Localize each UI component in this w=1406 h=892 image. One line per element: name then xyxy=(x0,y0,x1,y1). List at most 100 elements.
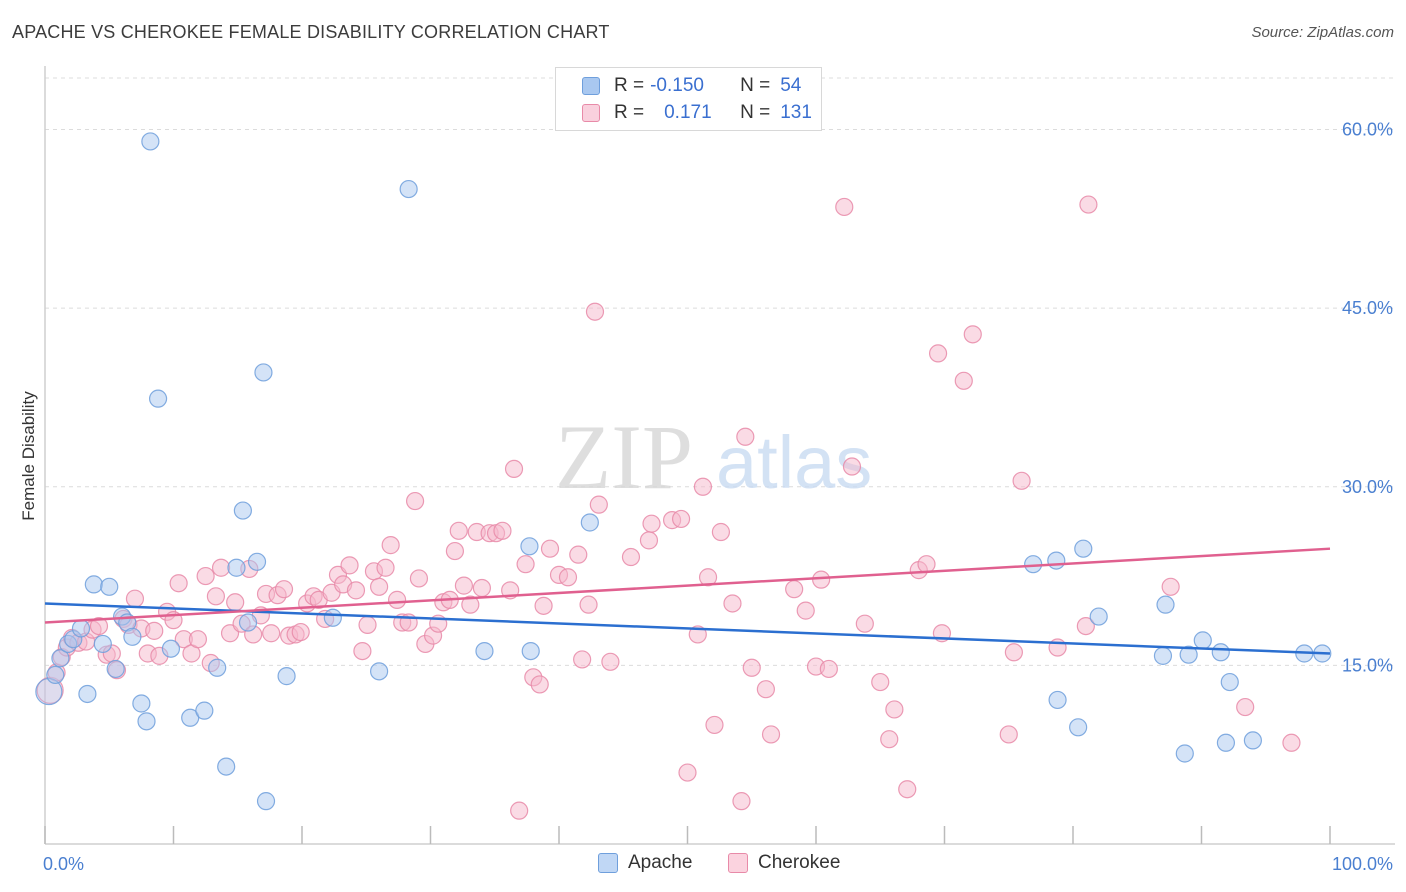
cherokee-point xyxy=(579,595,598,614)
cherokee-point xyxy=(381,536,400,555)
apache-legend-label: Apache xyxy=(628,852,693,873)
cherokee-point xyxy=(510,801,529,820)
apache-n-value: 54 xyxy=(780,75,802,96)
legend-row-cherokee: R = 0.171 N = 131 xyxy=(582,100,812,126)
y-tick-label: 45.0% xyxy=(1342,298,1393,318)
source-label: Source: ZipAtlas.com xyxy=(1251,24,1394,41)
apache-point xyxy=(1216,733,1236,752)
cherokee-point xyxy=(835,197,854,217)
y-tick-label: 30.0% xyxy=(1342,477,1393,497)
cherokee-point xyxy=(796,601,815,620)
apache-swatch xyxy=(582,77,600,95)
cherokee-point xyxy=(589,495,608,514)
apache-point xyxy=(1074,539,1093,558)
cherokee-point xyxy=(819,659,838,679)
cherokee-point xyxy=(871,672,890,692)
apache-legend-swatch xyxy=(598,853,618,873)
apache-point xyxy=(254,363,273,382)
cherokee-point xyxy=(698,568,718,587)
chart-title: APACHE VS CHEROKEE FEMALE DISABILITY COR… xyxy=(12,22,610,42)
apache-point xyxy=(217,757,236,776)
apache-point xyxy=(123,627,142,646)
cherokee-point xyxy=(642,514,661,533)
cherokee-legend-label: Cherokee xyxy=(758,852,841,873)
apache-point xyxy=(141,132,160,151)
cherokee-point xyxy=(756,680,775,699)
apache-point xyxy=(1156,595,1175,614)
cherokee-point xyxy=(711,522,731,542)
cherokee-point xyxy=(705,715,724,735)
cherokee-point xyxy=(540,539,560,558)
apache-point xyxy=(521,641,540,661)
apache-point xyxy=(51,649,70,668)
apache-point xyxy=(475,641,494,661)
legend-item-cherokee[interactable]: Cherokee xyxy=(728,852,840,874)
legend-item-apache[interactable]: Apache xyxy=(598,852,692,874)
apache-point xyxy=(227,558,246,577)
cherokee-point xyxy=(898,780,917,799)
cherokee-r-value: 0.171 xyxy=(664,102,712,123)
cherokee-point xyxy=(145,621,164,640)
cherokee-point xyxy=(573,650,592,669)
cherokee-point xyxy=(445,541,465,561)
cherokee-point xyxy=(346,581,366,600)
apache-point xyxy=(1069,718,1088,737)
cherokee-point xyxy=(274,580,294,599)
cherokee-point xyxy=(671,509,691,529)
cherokee-point xyxy=(736,427,755,446)
apache-point xyxy=(399,179,418,199)
cherokee-point xyxy=(472,578,491,598)
cherokee-point xyxy=(340,556,359,575)
apache-point xyxy=(106,659,125,679)
cherokee-point xyxy=(206,587,226,606)
apache-point xyxy=(137,712,156,731)
apache-point xyxy=(247,552,267,571)
cherokee-point xyxy=(621,547,641,567)
cherokee-point xyxy=(569,545,588,564)
x-tick-label: 0.0% xyxy=(43,854,84,874)
apache-point xyxy=(1175,744,1194,763)
cherokee-point xyxy=(693,477,713,496)
apache-point xyxy=(323,608,342,627)
apache-point xyxy=(208,658,227,677)
cherokee-point xyxy=(262,624,281,643)
y-axis-title: Female Disability xyxy=(19,391,38,521)
cherokee-point xyxy=(761,725,781,744)
cherokee-point xyxy=(516,555,535,574)
apache-point xyxy=(238,613,258,632)
axes xyxy=(44,66,1395,845)
apache-trend-line xyxy=(44,602,1331,655)
cherokee-point xyxy=(409,569,429,588)
y-tick-label: 15.0% xyxy=(1342,655,1393,675)
apache-point xyxy=(1193,631,1212,650)
cherokee-point xyxy=(534,596,553,615)
cherokee-point xyxy=(125,589,145,608)
cherokee-point xyxy=(196,566,215,586)
apache-point xyxy=(132,694,151,713)
cherokee-point xyxy=(387,590,407,609)
y-tick-label: 60.0% xyxy=(1342,120,1393,140)
apache-point xyxy=(78,684,97,704)
cherokee-point xyxy=(188,630,208,649)
cherokee-point xyxy=(454,576,474,595)
cherokee-point xyxy=(678,763,697,782)
apache-r-value: -0.150 xyxy=(650,75,704,96)
apache-point xyxy=(1089,607,1108,626)
cherokee-point xyxy=(963,325,982,344)
cherokee-points xyxy=(36,195,1301,820)
cherokee-point xyxy=(530,675,549,694)
apache-point xyxy=(46,665,65,685)
cherokee-point xyxy=(353,641,372,661)
cherokee-point xyxy=(1012,471,1031,490)
apache-point xyxy=(233,501,252,520)
cherokee-point xyxy=(461,595,480,614)
cherokee-point xyxy=(954,371,973,390)
cherokee-point xyxy=(1004,643,1023,662)
cherokee-point xyxy=(449,521,468,540)
apache-point xyxy=(195,701,214,720)
cherokee-point xyxy=(291,622,310,642)
cherokee-point xyxy=(880,730,899,749)
apache-point xyxy=(1220,672,1239,692)
cherokee-point xyxy=(211,558,231,577)
apache-point xyxy=(161,639,181,658)
